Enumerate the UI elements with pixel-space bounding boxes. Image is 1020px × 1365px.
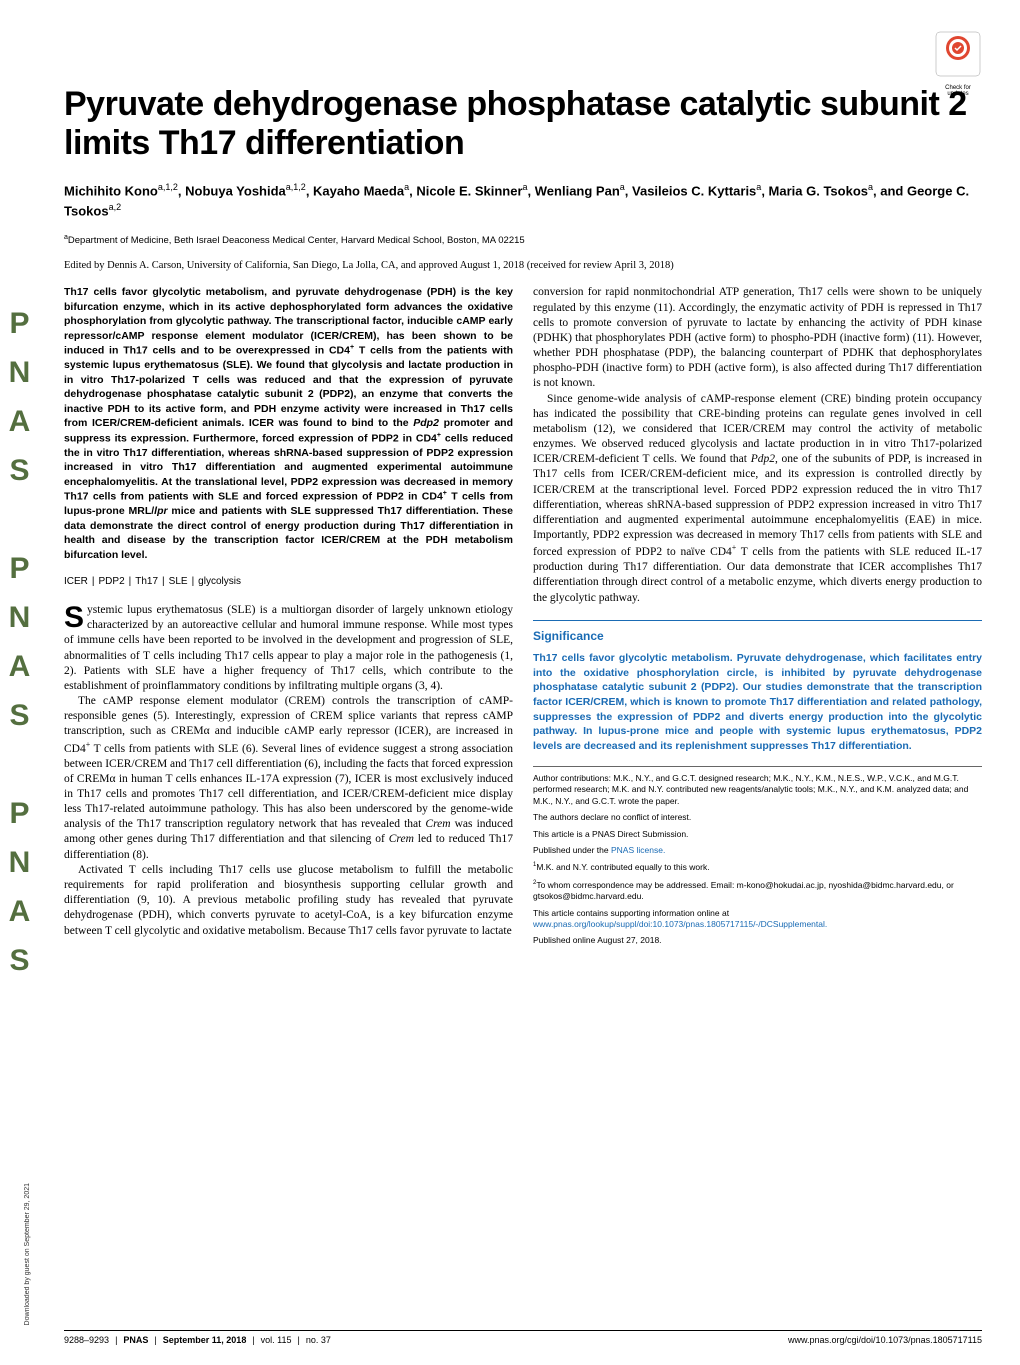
- significance-box: Significance Th17 cells favor glycolytic…: [533, 620, 982, 754]
- article-content: Check forupdates Pyruvate dehydrogenase …: [64, 30, 982, 952]
- two-column-body: Th17 cells favor glycolytic metabolism, …: [64, 285, 982, 952]
- check-updates-badge[interactable]: Check forupdates: [934, 30, 982, 78]
- dropcap: S: [64, 603, 87, 631]
- license-link[interactable]: PNAS license.: [611, 845, 665, 855]
- supplemental-line: This article contains supporting informa…: [533, 908, 982, 931]
- pnas-sidebar: PNAS PNAS PNAS: [8, 100, 36, 1200]
- footnote-2: 2To whom correspondence may be addressed…: [533, 879, 982, 903]
- keywords: ICER|PDP2|Th17|SLE|glycolysis: [64, 576, 513, 587]
- footnote-1: 1M.K. and N.Y. contributed equally to th…: [533, 861, 982, 873]
- fine-print: Author contributions: M.K., N.Y., and G.…: [533, 766, 982, 947]
- left-column: Th17 cells favor glycolytic metabolism, …: [64, 285, 513, 952]
- affiliation: aDepartment of Medicine, Beth Israel Dea…: [64, 234, 982, 246]
- body-text-right: conversion for rapid nonmitochondrial AT…: [533, 285, 982, 605]
- download-note: Downloaded by guest on September 29, 202…: [24, 1183, 31, 1325]
- supplemental-link[interactable]: www.pnas.org/lookup/suppl/doi:10.1073/pn…: [533, 919, 827, 929]
- footer-doi: www.pnas.org/cgi/doi/10.1073/pnas.180571…: [788, 1335, 982, 1345]
- footer-left: 9288–9293|PNAS|September 11, 2018|vol. 1…: [64, 1335, 331, 1345]
- license-line: Published under the PNAS license.: [533, 845, 982, 856]
- author-list: Michihito Konoa,1,2, Nobuya Yoshidaa,1,2…: [64, 181, 982, 220]
- body-text-left: Systemic lupus erythematosus (SLE) is a …: [64, 603, 513, 939]
- significance-text: Th17 cells favor glycolytic metabolism. …: [533, 651, 982, 754]
- article-title: Pyruvate dehydrogenase phosphatase catal…: [64, 85, 982, 163]
- edited-by: Edited by Dennis A. Carson, University o…: [64, 260, 982, 271]
- conflict-statement: The authors declare no conflict of inter…: [533, 812, 982, 823]
- right-column: conversion for rapid nonmitochondrial AT…: [533, 285, 982, 952]
- abstract: Th17 cells favor glycolytic metabolism, …: [64, 285, 513, 562]
- author-contributions: Author contributions: M.K., N.Y., and G.…: [533, 773, 982, 807]
- check-updates-label: Check forupdates: [934, 85, 982, 97]
- published-online: Published online August 27, 2018.: [533, 935, 982, 946]
- page-footer: 9288–9293|PNAS|September 11, 2018|vol. 1…: [64, 1330, 982, 1345]
- significance-heading: Significance: [533, 629, 982, 643]
- pnas-watermark: PNAS PNAS PNAS: [8, 307, 36, 993]
- direct-submission: This article is a PNAS Direct Submission…: [533, 829, 982, 840]
